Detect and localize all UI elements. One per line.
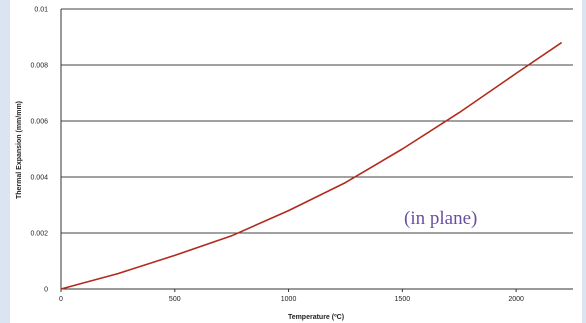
x-axis-label: Temperature (ºC)	[288, 314, 344, 321]
x-tick-label: 0	[59, 296, 63, 303]
x-tick-label: 1000	[281, 296, 297, 303]
y-tick-label: 0.004	[30, 175, 48, 182]
tick-labels: 0 0.002 0.004 0.006 0.008 0.01 0 500 1000 1500 200…	[30, 7, 524, 304]
annotation-in-plane: (in plane)	[404, 208, 477, 229]
y-axis-label: Thermal Expansion (mm/mm)	[16, 101, 23, 199]
axes	[60, 9, 573, 292]
y-tick-label: 0.006	[30, 119, 48, 126]
x-tick-label: 500	[169, 296, 181, 303]
gridlines	[61, 8, 573, 234]
series-layer	[60, 41, 563, 290]
chart-panel	[10, 0, 582, 323]
y-tick-label: 0.01	[34, 7, 48, 14]
y-tick-label: 0.002	[30, 231, 48, 238]
y-tick-label: 0	[44, 287, 48, 294]
x-tick-label: 2000	[508, 296, 524, 303]
y-tick-label: 0.008	[30, 63, 48, 70]
thermal-expansion-curve	[60, 41, 563, 290]
x-tick-label: 1500	[395, 296, 411, 303]
